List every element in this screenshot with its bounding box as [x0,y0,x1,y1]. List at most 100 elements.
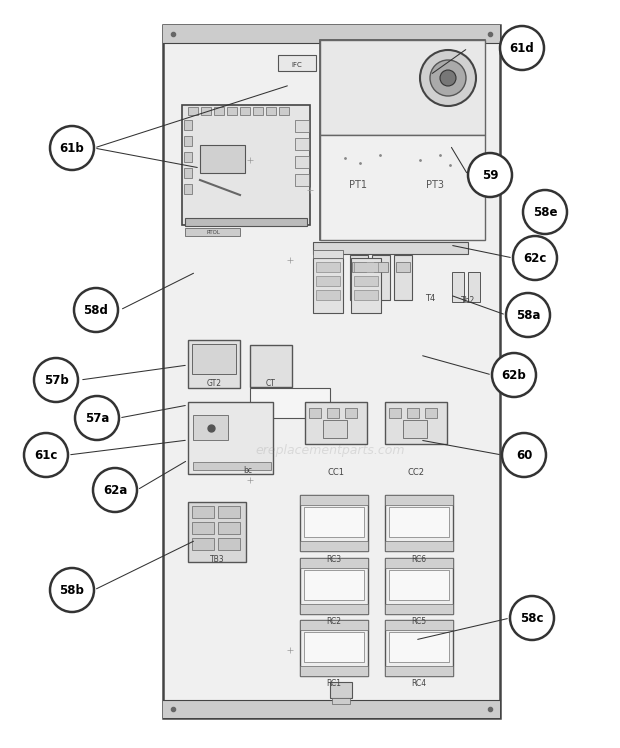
Text: TB3: TB3 [210,556,224,565]
Bar [394,255,412,300]
Bar [295,174,309,186]
Bar [279,107,289,115]
Circle shape [50,568,94,612]
Bar [278,55,316,71]
Bar [352,262,366,272]
Circle shape [523,190,567,234]
Text: 58b: 58b [60,583,84,596]
Bar [385,495,453,505]
Text: 58c: 58c [520,612,544,625]
Text: RC4: RC4 [412,679,427,688]
Bar [372,255,390,300]
Bar [266,107,276,115]
Text: RC5: RC5 [412,618,427,627]
Bar [385,604,453,614]
Bar [300,541,368,551]
Text: Tb2: Tb2 [461,295,475,304]
Bar [184,152,192,162]
Bar [300,620,368,676]
Text: CC1: CC1 [327,468,345,476]
Bar [193,462,271,470]
Bar [300,495,368,505]
Text: 62c: 62c [523,251,547,265]
Bar [396,262,410,272]
Circle shape [492,353,536,397]
Bar [354,290,378,300]
Bar [351,258,381,313]
Circle shape [24,433,68,477]
Bar [227,107,237,115]
Bar [214,107,224,115]
Bar [295,120,309,132]
Text: 61d: 61d [510,41,534,55]
Bar [385,558,453,614]
Circle shape [50,126,94,170]
Bar [304,570,364,600]
Bar [200,145,245,173]
Text: RC2: RC2 [327,618,342,627]
Bar [188,402,273,474]
Bar [385,620,453,676]
Bar [330,682,352,698]
Bar [389,570,449,600]
Bar [305,402,367,444]
Bar [193,415,228,440]
Bar [295,138,309,150]
Bar [300,558,368,568]
Bar [253,107,263,115]
Bar [192,506,214,518]
Bar [300,558,368,614]
Text: RC6: RC6 [412,554,427,563]
Bar [300,604,368,614]
Circle shape [502,433,546,477]
Bar [320,40,485,240]
Bar [300,666,368,676]
Bar [389,632,449,662]
Circle shape [34,358,78,402]
Text: CT: CT [266,378,276,387]
Bar [350,255,368,300]
Text: 57b: 57b [43,373,68,387]
Bar [407,408,419,418]
Text: 58a: 58a [516,308,540,322]
Text: IFC: IFC [291,62,303,68]
Bar [304,632,364,662]
Bar [295,156,309,168]
Bar [316,262,340,272]
Text: 59: 59 [482,168,498,182]
Bar [354,262,378,272]
Text: bc: bc [244,465,252,474]
Bar [385,666,453,676]
Bar [188,107,198,115]
Bar [320,40,485,135]
Text: 62b: 62b [502,369,526,381]
Bar [240,107,250,115]
Bar [309,408,321,418]
Bar [313,250,343,258]
Text: T4: T4 [425,293,435,302]
Text: 58e: 58e [533,206,557,218]
Circle shape [74,288,118,332]
Text: 61b: 61b [60,141,84,155]
Bar [385,541,453,551]
Circle shape [75,396,119,440]
Text: PT3: PT3 [426,180,444,190]
Bar [316,290,340,300]
Bar [323,420,347,438]
Circle shape [440,70,456,86]
Text: CC2: CC2 [407,468,425,476]
Circle shape [513,236,557,280]
Text: ereplacementparts.com: ereplacementparts.com [255,444,405,456]
Bar [185,228,240,236]
Bar [192,522,214,534]
Bar [250,345,292,387]
Bar [188,340,240,388]
Bar [300,620,368,630]
Bar [182,105,310,225]
Bar [218,522,240,534]
Text: 58d: 58d [84,304,108,316]
Bar [184,168,192,178]
Text: RTOL: RTOL [206,230,220,235]
Bar [354,276,378,286]
Text: 61c: 61c [34,449,58,462]
